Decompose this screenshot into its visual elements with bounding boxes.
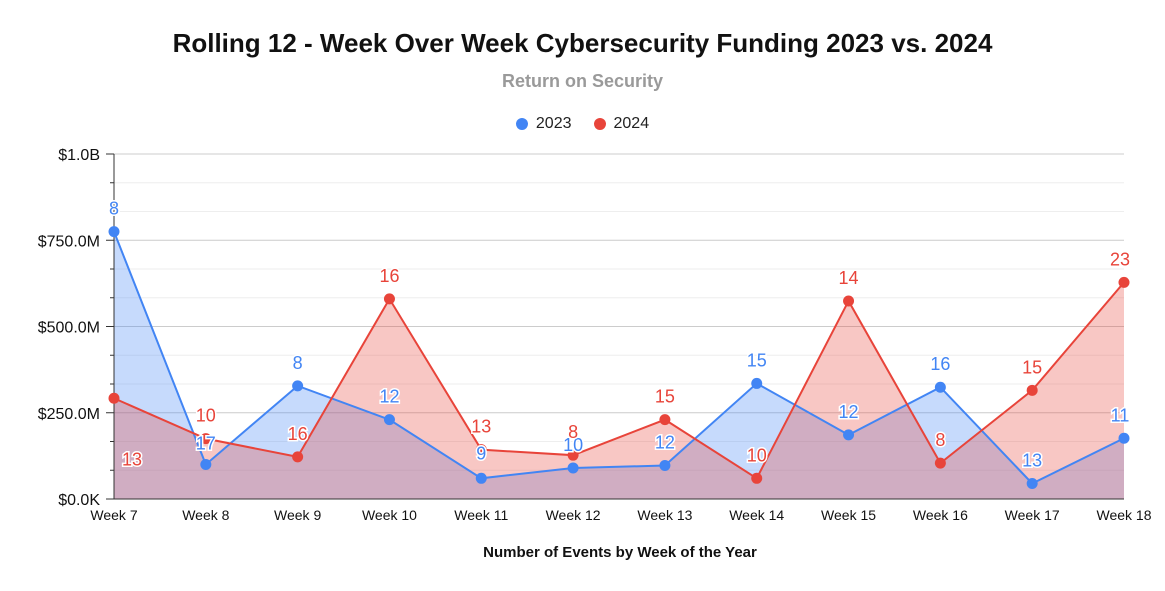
area-2024 [114, 282, 1124, 499]
point-2024 [292, 451, 304, 463]
point-2023 [383, 414, 395, 426]
x-tick-label: Week 15 [821, 507, 876, 523]
y-tick-label: $500.0M [38, 320, 100, 337]
y-tick-label: $750.0M [38, 233, 100, 250]
data-label-2024: 16 [288, 424, 308, 444]
data-label-2024: 10 [196, 406, 216, 426]
point-2024 [108, 392, 120, 404]
point-2023 [843, 429, 855, 441]
y-tick-label: $250.0M [38, 406, 100, 423]
x-tick-label: Week 13 [637, 507, 692, 523]
line-2023 [113, 231, 1125, 485]
data-label-2024: 14 [839, 268, 859, 288]
data-label-2023: 11 [1111, 405, 1130, 425]
point-2023 [567, 462, 579, 474]
data-label-2024: 8 [935, 430, 945, 450]
data-label-2024: 13 [471, 417, 491, 437]
point-2023 [659, 460, 671, 472]
chart-subtitle: Return on Security [501, 71, 664, 91]
point-2023 [475, 472, 487, 484]
line-2024 [113, 281, 1125, 480]
data-label-2024: 13 [122, 449, 142, 469]
legend-item-2023[interactable]: 2023 [515, 115, 572, 133]
point-2024 [843, 295, 855, 307]
data-label-2024: 16 [379, 266, 399, 286]
point-2023 [108, 226, 120, 238]
legend-item-2024[interactable]: 2024 [593, 115, 650, 133]
point-2023 [1026, 477, 1038, 489]
data-label-2023: 16 [930, 354, 950, 374]
data-label-2023: 10 [563, 435, 583, 455]
legend-marker-2023 [515, 118, 528, 130]
data-label-2024: 15 [1022, 357, 1042, 377]
x-tick-label: Week 11 [454, 507, 508, 523]
legend-label-2023: 2023 [535, 115, 572, 132]
legend-marker-2024 [593, 118, 606, 130]
x-tick-label: Week 17 [1005, 507, 1060, 523]
x-tick-label: Week 14 [729, 507, 784, 523]
point-2024 [1026, 384, 1038, 396]
point-2024 [475, 444, 487, 456]
point-2024 [200, 433, 212, 445]
data-label-2024: 23 [1110, 249, 1130, 269]
point-2024 [659, 414, 671, 426]
x-tick-label: Week 18 [1097, 507, 1152, 523]
point-2024 [934, 457, 946, 469]
legend-label-2024: 2024 [613, 115, 650, 132]
data-label-2023: 12 [839, 402, 859, 422]
data-label-2024: 15 [655, 387, 675, 407]
x-tick-label: Week 8 [182, 507, 229, 523]
point-2023 [1118, 432, 1130, 444]
data-label-2023: 12 [655, 433, 675, 453]
point-2024 [567, 449, 579, 461]
point-2023 [292, 380, 304, 392]
point-2024 [1118, 276, 1130, 288]
area-2023 [114, 231, 1124, 499]
data-label-2023: 9 [476, 443, 486, 463]
legend: 2023 2024 [0, 115, 1165, 133]
data-label-2023: 12 [379, 387, 399, 407]
x-tick-label: Week 12 [546, 507, 601, 523]
x-tick-label: Week 10 [362, 507, 417, 523]
chart-title: Rolling 12 - Week Over Week Cybersecurit… [172, 28, 993, 58]
point-2024 [751, 472, 763, 484]
data-label-2023: 13 [1022, 450, 1042, 470]
data-label-2023: 15 [747, 350, 767, 370]
point-2023 [934, 381, 946, 393]
x-tick-label: Week 16 [913, 507, 968, 523]
x-axis-title: Number of Events by Week of the Year [483, 544, 757, 561]
y-tick-label: $1.0B [58, 147, 100, 164]
data-label-2023: 17 [196, 434, 216, 454]
point-2023 [200, 459, 212, 470]
point-2023 [751, 377, 763, 389]
point-2024 [383, 293, 395, 305]
x-tick-label: Week 7 [90, 507, 137, 523]
data-label-2024: 10 [747, 445, 767, 465]
x-tick-label: Week 9 [274, 507, 321, 523]
data-label-2024: 8 [568, 422, 578, 442]
y-tick-label: $0.0K [58, 492, 100, 509]
data-label-2023: 8 [293, 353, 303, 373]
data-label-2023: 8 [109, 199, 119, 219]
